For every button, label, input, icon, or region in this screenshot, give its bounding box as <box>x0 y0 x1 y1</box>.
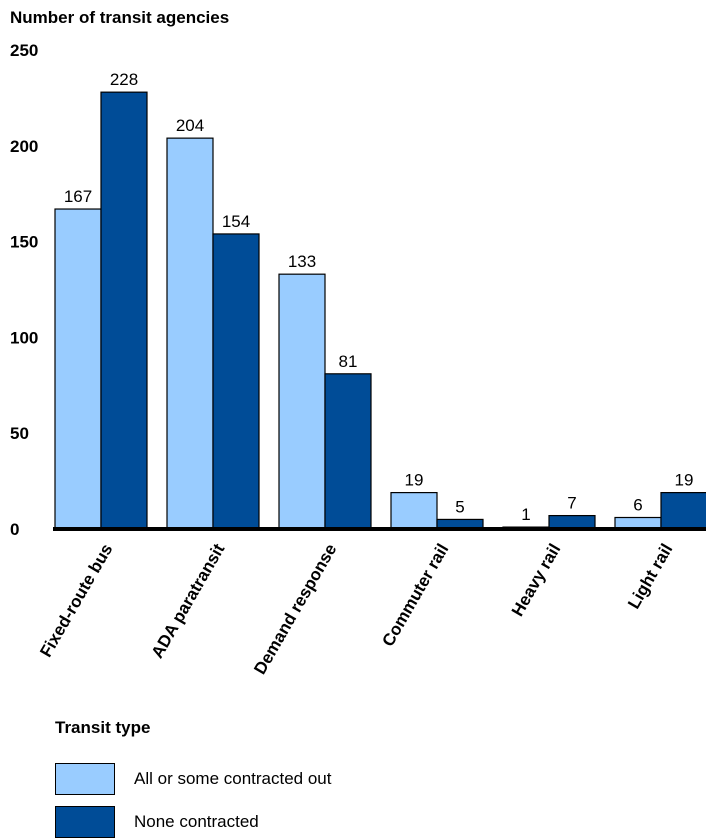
x-axis-labels: Fixed-route bus ADA paratransit Demand res… <box>36 540 676 677</box>
legend-title: Transit type <box>55 718 151 737</box>
y-tick-label: 100 <box>10 328 38 347</box>
x-tick-label: Demand response <box>250 541 340 678</box>
bar <box>548 514 596 530</box>
data-label: 7 <box>567 494 576 513</box>
x-tick-label: Commuter rail <box>378 541 452 650</box>
legend-label-none-contracted: None contracted <box>134 812 259 831</box>
x-tick-label: Light rail <box>624 541 676 613</box>
bar <box>660 491 706 530</box>
legend-item-contracted: All or some contracted out <box>55 763 331 795</box>
bar <box>278 273 326 530</box>
legend-swatch-contracted <box>55 763 115 795</box>
data-label: 204 <box>176 116 204 135</box>
data-label: 167 <box>64 187 92 206</box>
y-tick-label: 50 <box>10 424 29 443</box>
y-tick-label: 200 <box>10 137 38 156</box>
bar <box>212 233 260 530</box>
x-tick-label: ADA paratransit <box>148 540 229 661</box>
legend-item-none-contracted: None contracted <box>55 806 259 838</box>
y-axis-title: Number of transit agencies <box>10 8 230 27</box>
legend-label-contracted: All or some contracted out <box>134 769 332 788</box>
y-axis-ticks: 0 50 100 150 200 250 <box>10 41 38 539</box>
bar <box>166 137 214 530</box>
y-tick-label: 150 <box>10 233 38 252</box>
data-label: 19 <box>405 471 424 490</box>
data-label: 154 <box>222 212 250 231</box>
legend-swatch-none-contracted <box>55 806 115 838</box>
data-labels: 167 228 204 154 133 81 19 5 1 7 6 19 <box>64 70 694 524</box>
bar <box>324 373 372 530</box>
data-label: 5 <box>455 497 464 516</box>
bar <box>390 491 438 530</box>
bar <box>100 91 148 530</box>
data-label: 133 <box>288 252 316 271</box>
data-label: 19 <box>675 471 694 490</box>
y-tick-label: 0 <box>10 520 19 539</box>
data-label: 228 <box>110 70 138 89</box>
bar <box>54 208 102 530</box>
x-tick-label: Fixed-route bus <box>36 541 116 661</box>
data-label: 81 <box>339 352 358 371</box>
y-tick-label: 250 <box>10 41 38 60</box>
data-label: 1 <box>521 505 530 524</box>
x-tick-label: Heavy rail <box>508 541 565 620</box>
bars <box>54 91 706 530</box>
data-label: 6 <box>633 496 642 515</box>
